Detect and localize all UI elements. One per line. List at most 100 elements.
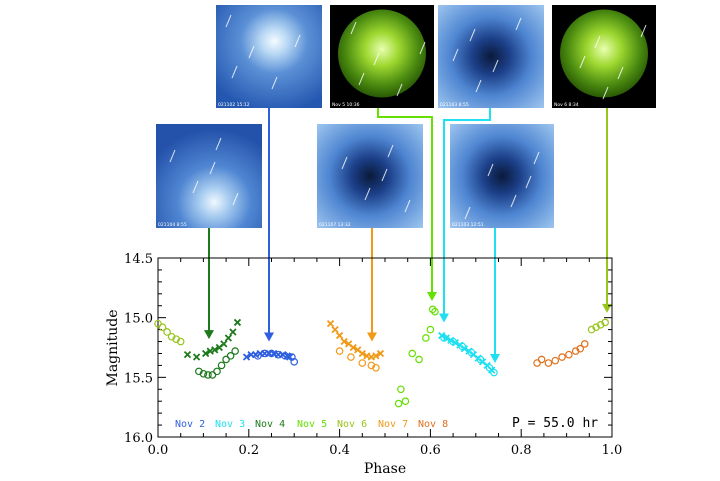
point-nov-2 [274,350,283,359]
point-nov-8 [558,353,566,361]
point-nov-4 [233,318,242,327]
thumb-streak [525,175,532,189]
point-nov-5 [408,349,417,358]
point-nov-5 [428,305,437,314]
point-nov-4 [220,340,228,348]
plot-frame [157,257,613,438]
thumb-streak [387,144,394,158]
arrow-head [264,332,274,342]
point-nov-8 [537,355,546,364]
legend-item: Nov 2 [175,419,205,430]
thumbnail-group: 021102 15:12 Nov 5 10:36 021103 8:55 Nov 6 … [156,5,656,228]
thumb-streak [209,161,216,175]
y-tick-label: 15.5 [124,371,153,386]
plot-area: 0.0 0.2 0.4 0.6 0.8 1.0 14.5 15.0 15.5 16.0 Nov 2… [124,252,622,458]
point-nov-7 [326,319,335,328]
thumb-streak [232,192,239,206]
point-nov-5 [422,334,430,342]
point-nov-6 [176,337,185,346]
point-nov-4 [222,355,230,364]
thumb-streak [358,72,365,86]
thumb-streak [579,55,586,69]
thumb-streak [452,48,459,62]
y-tick-label: 16.0 [124,431,153,446]
point-nov-7 [358,359,367,367]
point-nov-5 [431,307,439,316]
thumb-streak [594,35,601,49]
thumb-caption: Nov 6 8:34 [554,102,579,108]
point-nov-2 [267,349,276,358]
legend-item: Nov 4 [255,419,285,430]
thumb-streak [341,156,348,170]
point-nov-3 [476,355,485,364]
point-nov-3 [485,363,494,372]
x-axis-title: Phase [364,461,406,477]
thumb-streak [602,86,609,100]
thumb-caption: 021102 15:12 [218,102,250,108]
y-tick-label: 14.5 [124,252,153,267]
point-nov-2 [290,358,299,366]
x-tick-label: 1.0 [602,443,623,458]
thumb-image [216,5,322,108]
arrow-line [443,108,491,315]
point-nov-3 [442,334,450,342]
thumb-top-1: 021102 15:12 [216,5,322,108]
point-nov-7 [349,343,357,352]
thumb-streak [294,34,301,48]
arrow-nov3b [490,228,500,364]
thumb-streak [492,59,499,73]
thumb-streak [381,168,388,182]
x-tick-label: 0.2 [238,443,259,458]
point-nov-4 [226,352,235,360]
arrow-head [367,332,377,342]
thumb-caption: 021103 8:55 [440,102,469,108]
point-nov-4 [211,346,219,354]
thumb-streak [169,149,176,163]
point-nov-2 [254,352,262,360]
thumb-streak [396,83,403,97]
point-nov-4 [199,369,208,378]
point-nov-7 [358,349,366,358]
thumb-streak [419,41,426,55]
x-tick-label: 0.6 [420,443,441,458]
x-tick-label: 0.4 [329,443,350,458]
point-nov-5 [415,355,423,364]
thumb-mid-2: 021107 13:32 [317,124,423,228]
point-nov-3 [458,342,466,351]
thumb-streak [248,45,255,59]
point-nov-4 [224,334,233,342]
thumb-streak [215,137,222,151]
thumb-streak [364,187,371,201]
x-tick-label: 0.0 [148,443,169,458]
axis-ticks: 0.0 0.2 0.4 0.6 0.8 1.0 14.5 15.0 15.5 16.0 [124,252,622,458]
thumb-caption: Nov 5 10:36 [332,102,360,108]
arrow-nov2 [264,108,274,342]
thumb-streak [404,199,411,213]
point-nov-3 [490,368,498,377]
thumb-streak [271,76,278,90]
thumb-image [317,124,423,228]
thumb-caption: 021104 8:55 [158,222,187,228]
thumb-streak [640,24,647,38]
point-nov-7 [347,353,355,361]
point-nov-8 [544,359,553,367]
arrow-group [204,108,612,364]
legend-item: Nov 8 [418,419,448,430]
arrow-line [377,108,433,293]
arrow-nov7 [367,228,377,342]
point-nov-5 [394,399,403,408]
arrow-head [204,330,214,340]
point-nov-5 [401,397,410,406]
point-nov-8 [565,350,573,359]
point-nov-7 [331,325,339,334]
point-nov-7 [335,331,344,340]
legend: Nov 2 Nov 3 Nov 4 Nov 5 Nov 6 Nov 7 Nov 8 [175,419,448,430]
point-nov-4 [217,361,226,370]
thumb-image [156,124,262,228]
point-nov-2 [281,352,289,360]
legend-item: Nov 3 [215,419,245,430]
thumb-image [438,5,544,108]
thumb-image [450,124,554,228]
thumb-mid-3: 021103 12:51 [450,124,554,228]
